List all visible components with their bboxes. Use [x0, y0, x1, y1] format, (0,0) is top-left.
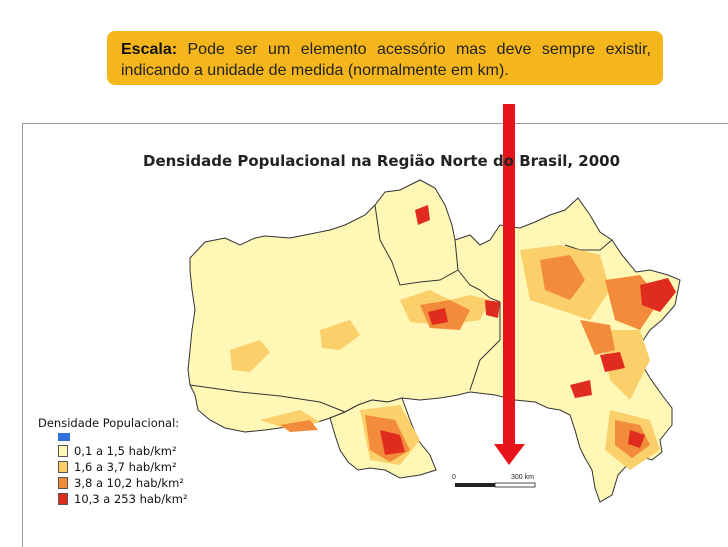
legend-label: 0,1 a 1,5 hab/km² — [74, 444, 177, 458]
legend-water-swatch — [58, 433, 70, 441]
legend-item: 1,6 a 3,7 hab/km² — [58, 460, 177, 474]
legend-title: Densidade Populacional: — [38, 416, 180, 430]
callout-label: Escala: — [121, 41, 178, 58]
map-title: Densidade Populacional na Região Norte d… — [143, 152, 621, 170]
scale-bar — [455, 482, 536, 488]
state-borders — [189, 204, 613, 413]
scale-start-label: 0 — [452, 474, 456, 481]
legend-swatch — [58, 493, 68, 505]
legend-swatch — [58, 461, 68, 473]
scale-callout-box: Escala: Pode ser um elemento acessório m… — [107, 31, 663, 85]
legend-label: 1,6 a 3,7 hab/km² — [74, 460, 177, 474]
legend-item: 0,1 a 1,5 hab/km² — [58, 444, 177, 458]
scale-end-label: 300 km — [511, 474, 534, 481]
legend-label: 10,3 a 253 hab/km² — [74, 492, 188, 506]
legend-label: 3,8 a 10,2 hab/km² — [74, 476, 184, 490]
legend-swatch — [58, 477, 68, 489]
scale-unit: km — [524, 474, 534, 481]
density-class-4-areas — [380, 205, 676, 455]
legend-item: 10,3 a 253 hab/km² — [58, 492, 188, 506]
legend-swatch — [58, 445, 68, 457]
callout-text: Pode ser um elemento acessório mas deve … — [121, 41, 651, 79]
legend-item: 3,8 a 10,2 hab/km² — [58, 476, 184, 490]
arrow-to-scale — [494, 104, 525, 465]
